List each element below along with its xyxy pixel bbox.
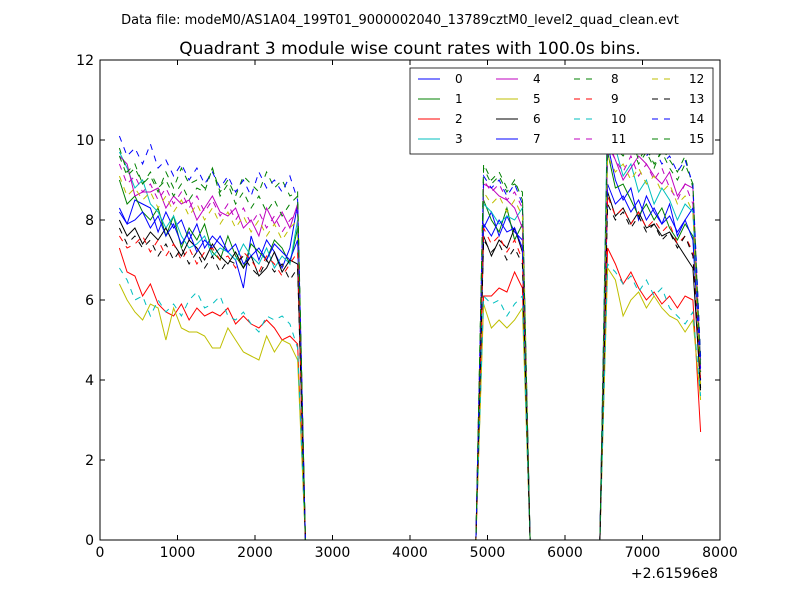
y-tick-label: 6 [85, 293, 94, 309]
legend-label-13: 13 [689, 92, 704, 106]
legend-label-9: 9 [611, 92, 619, 106]
series-layer [118, 103, 702, 541]
y-tick-label: 2 [85, 453, 94, 469]
x-tick-label: 7000 [625, 545, 661, 561]
x-tick-label: 4000 [392, 545, 428, 561]
legend-label-2: 2 [455, 112, 463, 126]
legend-label-5: 5 [533, 92, 541, 106]
y-tick-label: 4 [85, 373, 94, 389]
legend-label-12: 12 [689, 72, 704, 86]
y-tick-label: 12 [76, 53, 94, 69]
legend-label-8: 8 [611, 72, 619, 86]
x-tick-label: 5000 [470, 545, 506, 561]
suptitle: Data file: modeM0/AS1A04_199T01_90000020… [121, 13, 679, 28]
axes-frame [99, 59, 721, 541]
series-line-13 [118, 203, 702, 541]
series-line-9 [118, 195, 702, 541]
series-line-10 [118, 262, 702, 541]
legend-label-7: 7 [533, 132, 541, 146]
x-tick-label: 3000 [315, 545, 351, 561]
x-tick-label: 1000 [160, 545, 196, 561]
y-tick-label: 8 [85, 213, 94, 229]
chart-title: Quadrant 3 module wise count rates with … [179, 39, 640, 59]
x-tick-label: 8000 [702, 545, 738, 561]
axes-ticks: 0 1000 2000 3000 4000 5000 6000 7000 80000246810… [76, 53, 738, 561]
x-tick-label: 2000 [237, 545, 273, 561]
legend-label-4: 4 [533, 72, 541, 86]
y-tick-label: 10 [76, 133, 94, 149]
legend-label-0: 0 [455, 72, 463, 86]
legend-label-15: 15 [689, 132, 704, 146]
legend-label-11: 11 [611, 132, 626, 146]
x-tick-label: 6000 [547, 545, 583, 561]
legend-label-6: 6 [533, 112, 541, 126]
series-line-5 [118, 266, 702, 541]
series-line-15 [118, 115, 702, 541]
x-tick-label: 0 [96, 545, 105, 561]
legend-box [409, 67, 714, 155]
x-offset-label: +2.61596e8 [631, 566, 718, 582]
y-tick-label: 0 [85, 533, 94, 549]
series-line-11 [118, 143, 702, 541]
legend-label-3: 3 [455, 132, 463, 146]
legend-label-14: 14 [689, 112, 704, 126]
legend-label-1: 1 [455, 92, 463, 106]
legend-label-10: 10 [611, 112, 626, 126]
